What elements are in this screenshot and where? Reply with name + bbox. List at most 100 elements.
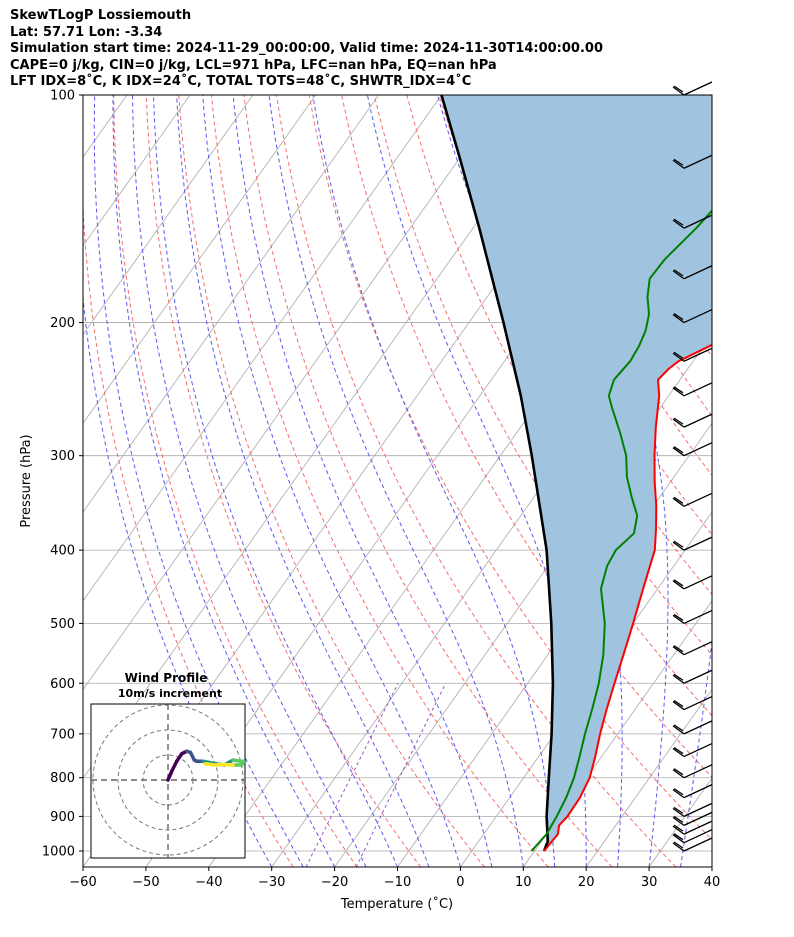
wind-barb [672,609,713,624]
y-tick-label: 900 [50,810,75,825]
wind-barb-staff [683,820,713,835]
y-tick-label: 100 [50,89,75,104]
wind-barb-flag [672,842,685,852]
wind-barb-flag [673,496,684,504]
x-tick-label: 0 [456,875,464,890]
moist-adiabat [652,95,712,867]
wind-barb-flag [673,768,684,776]
wind-barb-staff [683,154,713,169]
cape-line: CAPE=0 j/kg, CIN=0 j/kg, LCL=971 hPa, LF… [10,57,497,73]
isotherm-line [522,600,712,867]
moist-adiabat [268,95,524,867]
wind-barb [672,669,713,684]
wind-barb-flag [672,834,685,844]
wind-barb-flag [672,701,685,711]
mixing-ratio-line [355,683,447,867]
wind-barb-flag [672,580,685,590]
wind-barb [672,820,713,835]
moist-adiabat [232,95,493,867]
wind-barb-flag [673,833,684,841]
isotherm-line [585,688,712,867]
dry-adiabat [765,95,794,867]
wind-barb [672,641,713,656]
wind-barb-staff [683,413,713,428]
isotherm-line [0,95,1,867]
isotherm-line [83,95,379,513]
wind-barb-flag [672,725,685,735]
wind-barb-flag [672,789,685,799]
wind-barb [672,413,713,428]
temperature-line [543,343,712,852]
inset-plot [91,704,245,858]
wind-barb-flag [673,579,684,587]
wind-barb-flag [673,724,684,732]
dry-adiabat [113,95,358,867]
y-axis-label: Pressure (hPa) [19,434,34,527]
wind-barb-flag [672,825,685,835]
y-tick-label: 1000 [42,844,75,859]
wind-barb [672,720,713,735]
wind-barb [672,347,713,362]
wind-barb-staff [683,811,713,826]
wind-barb [672,784,713,799]
wind-barb-flag [673,540,684,548]
wind-barb-staff [683,695,713,711]
wind-barb-flag [673,417,684,425]
wind-barb-staff [683,802,713,817]
wind-barb-flag [673,158,684,166]
hodograph-segment [170,759,179,773]
x-tick-label: −30 [258,875,285,890]
isotherm-line [83,95,254,336]
x-tick-label: −20 [321,875,348,890]
wind-barb-flag [673,218,684,226]
x-axis-label: Temperature (˚C) [340,896,453,912]
chart-header: SkewTLogP Lossiemouth Lat: 57.71 Lon: -3… [10,8,603,91]
wind-barb [672,811,713,826]
time-line: Simulation start time: 2024-11-29_00:00:… [10,41,603,57]
x-tick-label: −40 [195,875,222,890]
wind-barb-staff [683,837,713,852]
moist-adiabat [775,95,794,867]
wind-barb [672,492,713,507]
wind-barb-flag [673,746,684,755]
moist-adiabat [83,292,273,867]
wind-barb [672,742,713,758]
wind-barbs [672,81,713,852]
wind-barb-flag [673,815,684,823]
dry-adiabat [732,95,794,867]
isotherm-line [83,95,442,602]
inset-title: Wind Profile [125,671,208,685]
wind-barb [672,536,713,551]
dry-adiabat [210,95,549,867]
wind-barb-flag [672,646,685,656]
wind-barb-staff [683,492,713,507]
wind-barb-staff [683,609,713,624]
wind-barb [672,764,713,779]
wind-barb-staff [683,720,713,735]
wind-barb [672,382,713,397]
cape-cin-shade [441,95,712,851]
wind-barb [672,81,713,96]
wind-barb-flag [673,386,684,394]
y-tick-label: 800 [50,771,75,786]
wind-barb-flag [673,313,684,321]
mixing-ratio-line [305,683,399,867]
sounding-curves [440,95,712,852]
x-tick-label: 20 [578,875,595,890]
wind-barb [672,837,713,852]
wind-barb-flag [672,614,685,624]
wind-barb-flag [672,497,685,507]
wind-barb-flag [672,314,685,324]
wind-barb-flag [672,816,685,826]
dry-adiabat [373,95,712,717]
wind-barb-flag [672,387,685,397]
x-tick-label: 10 [515,875,532,890]
wind-barb-flag [672,352,685,362]
isotherm-line [711,866,712,867]
wind-barb-flag [673,645,684,653]
x-tick-label: 40 [704,875,721,890]
wind-barb-flag [673,806,684,814]
wind-barb-flag [673,269,684,277]
dry-adiabat [699,95,712,119]
inset-subtitle: 10m/s increment [118,687,222,700]
